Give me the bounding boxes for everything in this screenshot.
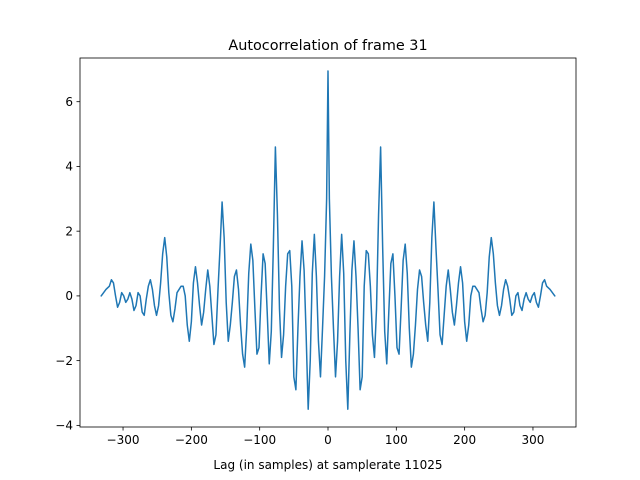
y-tick-label: 0 — [65, 289, 73, 303]
y-tick-label: −2 — [55, 354, 73, 368]
x-tick-label: −200 — [175, 433, 208, 447]
plot-frame — [79, 57, 577, 428]
series-line-0 — [100, 70, 556, 410]
y-axis-ticks: −4 −2 0 2 4 6 — [55, 95, 80, 433]
x-tick-label: −100 — [243, 433, 276, 447]
chart-title: Autocorrelation of frame 31 — [228, 38, 427, 54]
plot-content — [100, 70, 556, 410]
x-axis-label: Lag (in samples) at samplerate 11025 — [213, 458, 442, 472]
x-tick-label: 0 — [324, 433, 332, 447]
x-tick-label: 200 — [453, 433, 476, 447]
x-axis-ticks: −300 −200 −100 0 100 200 300 — [107, 427, 545, 447]
y-tick-label: −4 — [55, 419, 73, 433]
y-tick-label: 4 — [65, 160, 73, 174]
x-tick-label: −300 — [107, 433, 140, 447]
y-tick-label: 2 — [65, 224, 73, 238]
y-tick-label: 6 — [65, 95, 73, 109]
x-tick-label: 300 — [522, 433, 545, 447]
x-tick-label: 100 — [385, 433, 408, 447]
